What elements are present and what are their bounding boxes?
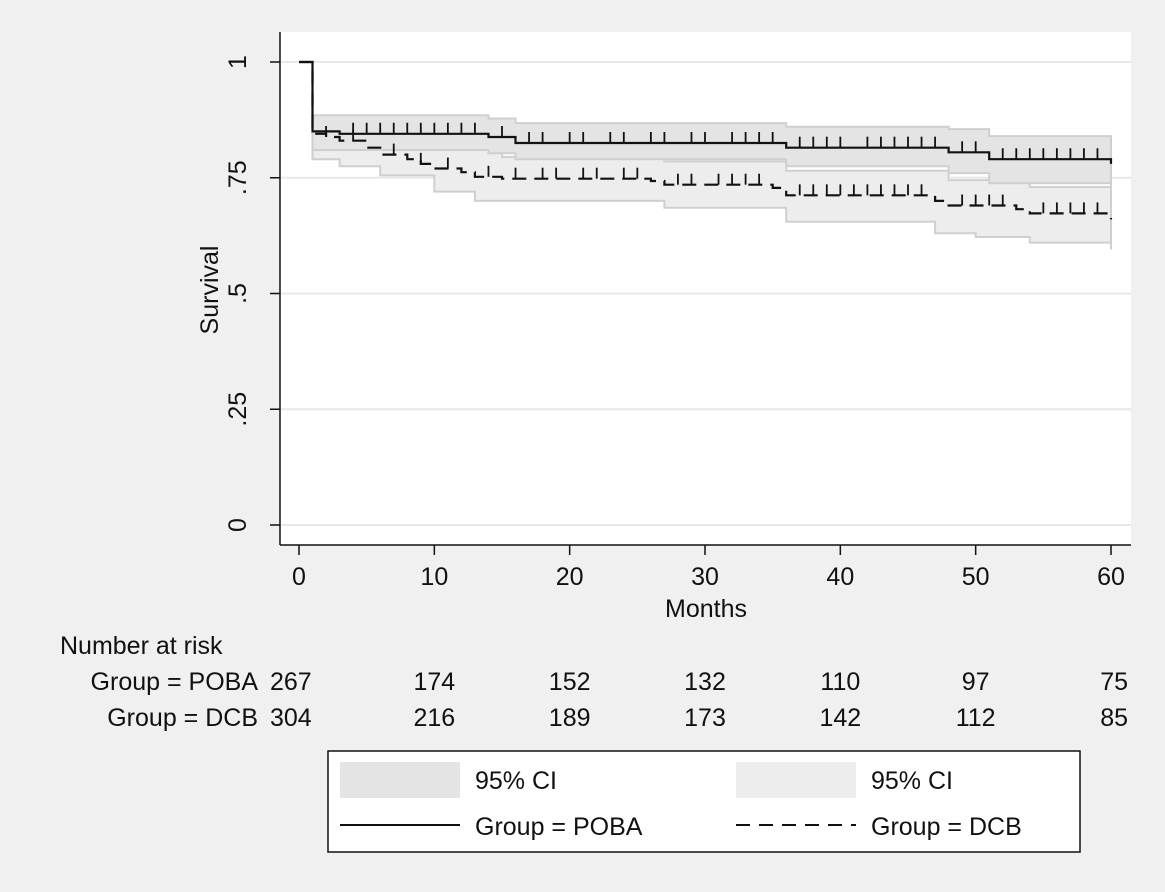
x-tick-label-0: 0	[292, 563, 306, 591]
risk-table-title: Number at risk	[60, 632, 223, 660]
x-tick-label-1: 10	[420, 563, 448, 591]
censor-marks	[325, 122, 1099, 214]
legend-ci-poba-label: 95% CI	[475, 767, 557, 795]
x-tick-label-4: 40	[826, 563, 854, 591]
x-tick-label-2: 20	[556, 563, 584, 591]
legend-dcb-label: Group = DCB	[871, 813, 1022, 841]
y-tick-label-4: 1	[224, 55, 252, 69]
legend-ci-dcb-swatch	[736, 762, 856, 798]
risk-value-poba-30: 132	[684, 668, 726, 696]
plot-area	[280, 32, 1131, 545]
y-axis-label: Survival	[196, 246, 224, 335]
ci-band-poba	[299, 61, 1112, 192]
y-tick-label-3: .75	[224, 160, 252, 195]
survival-line-dcb	[299, 60, 1113, 220]
survival-line-poba	[299, 60, 1113, 164]
risk-value-poba-20: 152	[549, 668, 591, 696]
risk-value-poba-10: 174	[413, 668, 455, 696]
legend: 95% CI 95% CI Group = POBA Group = DCB	[327, 750, 1081, 853]
y-tick-label-2: .5	[224, 283, 252, 304]
risk-value-poba-60: 75	[1100, 668, 1128, 696]
risk-row-label-poba: Group = POBA	[91, 668, 259, 696]
x-axis-label: Months	[665, 595, 747, 623]
risk-value-dcb-10: 216	[413, 704, 455, 732]
confidence-bands	[299, 61, 1112, 250]
risk-value-dcb-30: 173	[684, 704, 726, 732]
x-tick-label-5: 50	[962, 563, 990, 591]
legend-poba-label: Group = POBA	[475, 813, 643, 841]
risk-table: Number at risk Group = POBA 267 174 152 132 1…	[60, 632, 1128, 732]
y-tick-label-1: .25	[224, 392, 252, 427]
risk-value-poba-40: 110	[820, 668, 860, 696]
tick-marks: 0 10 20 30 40 50 60 0 .25 .5 .75 1	[224, 55, 1125, 591]
legend-ci-poba-swatch	[340, 762, 460, 798]
x-tick-label-6: 60	[1097, 563, 1125, 591]
legend-ci-dcb-label: 95% CI	[871, 767, 953, 795]
survival-lines	[299, 60, 1113, 220]
risk-value-poba-0: 267	[270, 668, 312, 696]
risk-row-label-dcb: Group = DCB	[107, 704, 258, 732]
risk-value-dcb-50: 112	[956, 704, 996, 732]
y-tick-label-0: 0	[224, 518, 252, 532]
risk-value-poba-50: 97	[962, 668, 990, 696]
x-tick-label-3: 30	[691, 563, 719, 591]
risk-value-dcb-0: 304	[270, 704, 312, 732]
risk-value-dcb-60: 85	[1100, 704, 1128, 732]
risk-value-dcb-40: 142	[819, 704, 861, 732]
risk-value-dcb-20: 189	[549, 704, 591, 732]
